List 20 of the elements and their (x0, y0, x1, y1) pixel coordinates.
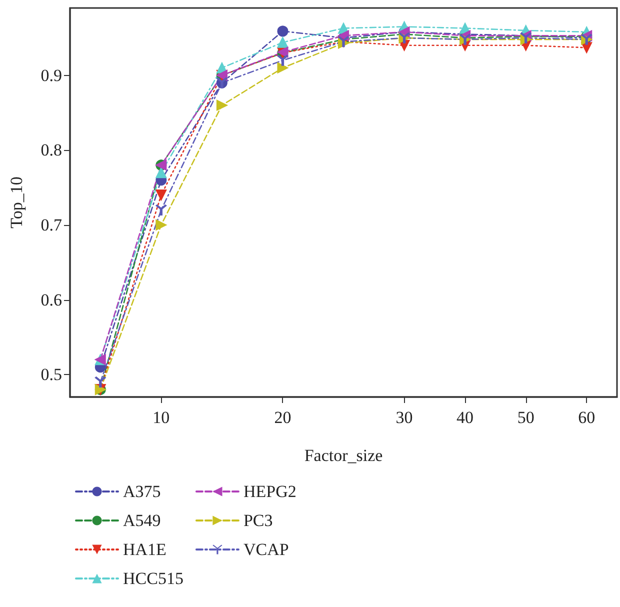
legend-label: A375 (123, 482, 161, 501)
legend-label: VCAP (243, 540, 289, 559)
legend-label: HA1E (123, 540, 166, 559)
y-tick-label: 0.6 (40, 290, 62, 310)
x-axis-title: Factor_size (304, 446, 383, 465)
x-tick-label: 40 (456, 408, 474, 427)
legend-label: A549 (123, 511, 161, 530)
x-tick-label: 30 (396, 408, 413, 427)
y-tick-label: 0.5 (40, 365, 62, 384)
y-tick-label: 0.7 (40, 215, 62, 234)
legend-label: HEPG2 (243, 482, 296, 501)
legend-label: HCC515 (123, 569, 184, 588)
legend-label: PC3 (243, 511, 273, 530)
y-tick-label: 0.8 (40, 140, 62, 160)
x-tick-label: 50 (517, 408, 534, 427)
y-axis-title: Top_10 (7, 176, 26, 228)
x-tick-label: 10 (152, 408, 170, 427)
y-tick-label: 0.9 (40, 66, 62, 85)
x-tick-label: 60 (578, 408, 596, 427)
x-tick-label: 20 (274, 408, 292, 427)
